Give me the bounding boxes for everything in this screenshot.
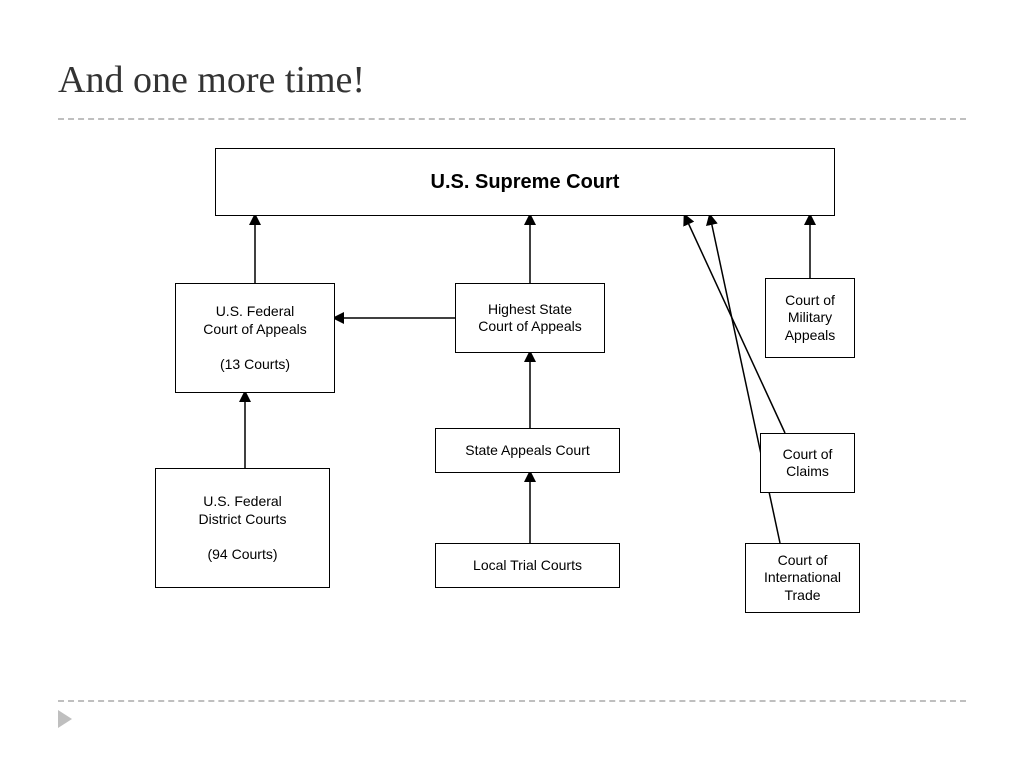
chevron-icon xyxy=(58,710,72,728)
node-label: U.S. Supreme Court xyxy=(431,170,620,195)
slide-title: And one more time! xyxy=(58,58,365,102)
node-label: Court of Claims xyxy=(783,446,833,481)
node-fed-district: U.S. Federal District Courts (94 Courts) xyxy=(155,468,330,588)
slide: And one more time! U.S. Supreme Court U.… xyxy=(0,0,1024,767)
node-fed-appeals: U.S. Federal Court of Appeals (13 Courts… xyxy=(175,283,335,393)
node-intl-trade: Court of International Trade xyxy=(745,543,860,613)
node-state-appeals: State Appeals Court xyxy=(435,428,620,473)
node-label: Court of International Trade xyxy=(764,552,841,605)
node-supreme: U.S. Supreme Court xyxy=(215,148,835,216)
node-label: Local Trial Courts xyxy=(473,557,582,575)
node-label: Highest State Court of Appeals xyxy=(478,301,582,336)
node-mil-appeals: Court of Military Appeals xyxy=(765,278,855,358)
node-label: U.S. Federal District Courts (94 Courts) xyxy=(199,493,287,563)
node-state-high: Highest State Court of Appeals xyxy=(455,283,605,353)
divider-bottom xyxy=(58,700,966,702)
node-claims: Court of Claims xyxy=(760,433,855,493)
node-label: U.S. Federal Court of Appeals (13 Courts… xyxy=(203,303,307,373)
node-label: State Appeals Court xyxy=(465,442,590,460)
node-label: Court of Military Appeals xyxy=(785,292,836,345)
court-diagram: U.S. Supreme Court U.S. Federal Court of… xyxy=(145,148,905,668)
divider-top xyxy=(58,118,966,120)
node-local-trial: Local Trial Courts xyxy=(435,543,620,588)
